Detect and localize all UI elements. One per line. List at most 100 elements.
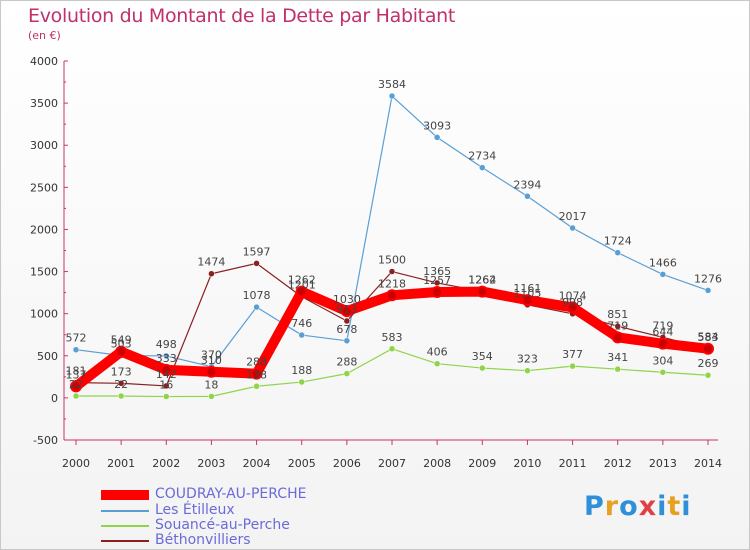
data-label: 1078 — [243, 289, 271, 302]
data-point — [343, 337, 351, 345]
data-label: 1262 — [288, 274, 316, 287]
x-tick-label: 2003 — [197, 457, 225, 470]
data-point — [521, 294, 534, 307]
x-tick-label: 2004 — [243, 457, 271, 470]
data-label: 310 — [201, 354, 222, 367]
logo-letter: t — [667, 491, 682, 522]
logo-letter: r — [604, 491, 620, 522]
data-label: 998 — [562, 296, 583, 309]
x-tick-label: 2011 — [559, 457, 587, 470]
data-label: 1597 — [243, 245, 271, 258]
data-point — [433, 134, 441, 141]
legend-label: Souancé-au-Perche — [155, 517, 290, 533]
data-label: 18 — [204, 378, 218, 391]
data-point — [479, 164, 486, 171]
data-label: 1264 — [468, 273, 496, 286]
data-point — [524, 193, 531, 200]
data-label: 1262 — [468, 274, 496, 287]
y-tick-label: 3500 — [30, 97, 58, 110]
data-point — [343, 370, 351, 377]
x-tick-label: 2005 — [288, 457, 316, 470]
data-label: 851 — [607, 308, 628, 321]
legend-swatch — [101, 490, 149, 500]
data-point — [205, 365, 218, 378]
data-label: 22 — [69, 378, 83, 391]
x-tick-label: 2009 — [468, 457, 496, 470]
legend-swatch — [101, 510, 149, 512]
data-label: 583 — [698, 331, 719, 344]
data-point — [386, 289, 398, 302]
logo-letter: x — [638, 491, 658, 522]
data-label: 377 — [562, 348, 583, 361]
data-label: 1474 — [197, 256, 225, 269]
data-label: 719 — [607, 319, 628, 332]
data-label: 719 — [652, 319, 673, 332]
data-point — [476, 285, 489, 298]
data-label: 333 — [156, 352, 177, 365]
data-label: 16 — [159, 379, 173, 392]
data-label: 1218 — [378, 277, 406, 290]
data-point — [702, 342, 714, 355]
data-label: 269 — [698, 357, 719, 370]
data-point — [163, 382, 170, 390]
data-label: 1724 — [604, 235, 632, 248]
data-point — [614, 322, 621, 330]
x-tick-label: 2000 — [62, 457, 90, 470]
data-label: 1500 — [378, 254, 406, 267]
data-label: 644 — [652, 326, 673, 339]
data-label: 1161 — [513, 282, 541, 295]
data-point — [569, 362, 576, 370]
data-label: 1074 — [559, 289, 587, 302]
data-point — [704, 371, 712, 379]
legend-label: COUDRAY-AU-PERCHE — [155, 486, 307, 502]
x-tick-label: 2013 — [649, 457, 677, 470]
data-label: 1257 — [423, 274, 451, 287]
data-point — [70, 380, 82, 393]
x-tick-label: 2014 — [694, 457, 722, 470]
data-label: 323 — [517, 353, 538, 366]
data-point — [298, 378, 305, 386]
data-label: 341 — [607, 351, 628, 364]
data-label: 584 — [698, 331, 719, 344]
data-point — [479, 364, 486, 372]
data-point — [343, 317, 351, 325]
data-point — [163, 393, 170, 400]
data-point — [295, 285, 308, 298]
data-point — [433, 360, 441, 367]
data-point — [656, 337, 669, 350]
data-label: 2734 — [468, 150, 496, 163]
data-point — [431, 286, 444, 299]
x-tick-label: 2001 — [107, 457, 135, 470]
logo-letter: o — [619, 491, 639, 522]
legend-swatch — [101, 525, 149, 527]
data-point — [524, 367, 531, 374]
logo-letter: i — [657, 491, 668, 522]
data-point — [611, 331, 624, 344]
data-label: 572 — [66, 332, 87, 345]
data-label: 142 — [156, 368, 177, 381]
data-label: 288 — [246, 356, 267, 369]
legend-label: Béthonvilliers — [155, 532, 251, 548]
data-label: 913 — [336, 303, 357, 316]
y-tick-label: 3000 — [30, 139, 58, 152]
data-label: 498 — [156, 338, 177, 351]
y-tick-label: 4000 — [30, 55, 58, 68]
data-point — [115, 345, 128, 358]
data-label: 1466 — [649, 256, 677, 269]
data-point — [72, 392, 80, 400]
data-point — [340, 305, 353, 318]
y-tick-label: 500 — [37, 350, 58, 363]
y-tick-label: 2000 — [30, 223, 58, 236]
y-tick-label: 0 — [51, 392, 58, 405]
data-label: 22 — [114, 378, 128, 391]
data-point — [433, 279, 441, 287]
legend-label: Les Étilleux — [155, 502, 235, 518]
data-label: 3584 — [378, 78, 406, 91]
data-label: 188 — [291, 364, 312, 377]
data-point — [250, 367, 263, 380]
chart-subtitle: (en €) — [28, 29, 61, 42]
data-label: 181 — [66, 365, 87, 378]
data-point — [704, 287, 712, 294]
data-point — [117, 380, 125, 387]
data-label: 1105 — [513, 287, 541, 300]
